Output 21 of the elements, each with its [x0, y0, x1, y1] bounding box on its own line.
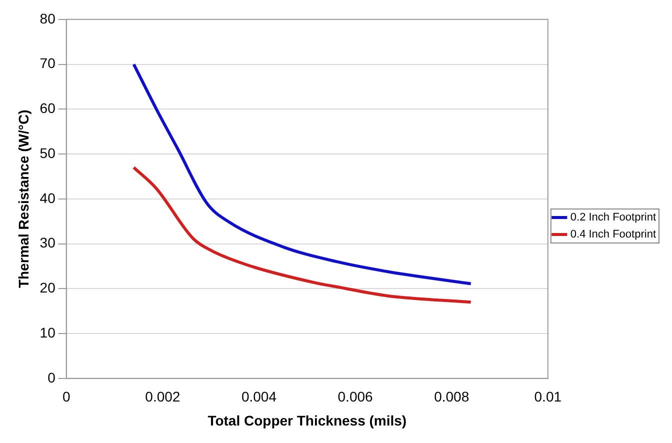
y-axis-title: Thermal Resistance (W/°C)	[15, 110, 32, 288]
x-axis-title: Total Copper Thickness (mils)	[208, 412, 407, 428]
x-tick-label: 0.002	[145, 388, 180, 405]
y-tick-label: 80	[40, 10, 56, 26]
y-tick-label: 40	[40, 190, 56, 206]
x-tick-label: 0.008	[434, 388, 470, 405]
y-tick-label: 50	[40, 144, 56, 161]
y-tick-label: 20	[40, 280, 56, 296]
line-series	[132, 166, 472, 304]
y-tick-label: 60	[40, 100, 56, 116]
x-tick-label: 0.004	[241, 388, 277, 405]
x-tick-label: 0	[62, 388, 70, 405]
legend-label: 0.4 Inch Footprint	[570, 228, 656, 241]
y-tick-label: 30	[40, 234, 56, 251]
y-tick-label: 10	[40, 324, 56, 340]
x-tick-label: 0.006	[338, 388, 374, 405]
x-tick-label: 0.01	[534, 388, 562, 405]
y-tick-label: 70	[40, 55, 56, 72]
y-tick-label: 0	[48, 369, 56, 386]
line-series	[132, 62, 472, 286]
legend-label: 0.2 Inch Footprint	[570, 212, 656, 224]
